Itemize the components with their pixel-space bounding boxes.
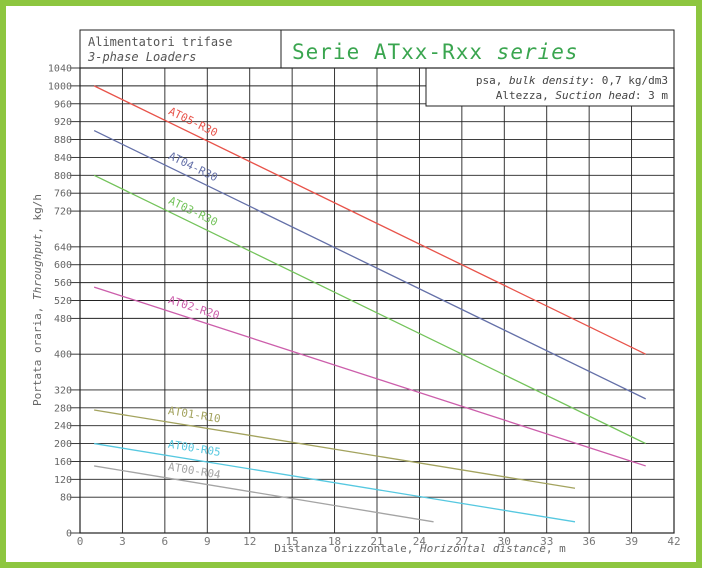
series-labels: AT05-R30AT04-R30AT03-R30AT02-R20AT01-R10… — [166, 105, 222, 482]
series-line-at05-r30 — [93, 85, 646, 355]
y-tick-label: 240 — [54, 421, 72, 432]
tick-labels: 0 3 6 9 12 15 18 21 24 27 30 33 36 39 4208012016020024… — [48, 64, 681, 549]
y-tick-label: 200 — [54, 439, 72, 450]
x-tick-label: 33 — [540, 535, 553, 548]
x-tick-label: 36 — [583, 535, 596, 548]
x-tick-label: 18 — [328, 535, 341, 548]
series-label-at01-r10: AT01-R10 — [167, 404, 221, 425]
y-tick-label: 600 — [54, 260, 72, 271]
series-label-at00-r05: AT00-R05 — [167, 438, 221, 459]
y-tick-label: 520 — [54, 296, 72, 307]
x-tick-label: 42 — [667, 535, 680, 548]
x-tick-label: 0 — [77, 535, 84, 548]
x-axis-label-italic: Horizontal distance — [419, 542, 546, 555]
x-tick-label: 30 — [498, 535, 511, 548]
info-line-1-suffix: : 0,7 kg/dm3 — [589, 74, 668, 87]
info-line-1-prefix: psa, — [476, 74, 503, 87]
big-title: Serie ATxx-Rxx series — [292, 40, 579, 64]
y-tick-label: 640 — [54, 242, 72, 253]
info-line-2: Altezza, Suction head: 3 m — [496, 89, 669, 102]
x-tick-label: 9 — [204, 535, 211, 548]
series-line-at01-r10 — [94, 409, 576, 489]
y-tick-label: 400 — [54, 350, 72, 361]
y-tick-label: 120 — [54, 475, 72, 486]
x-tick-label: 39 — [625, 535, 638, 548]
info-line-2-suffix: : 3 m — [635, 89, 668, 102]
y-tick-label: 800 — [54, 171, 72, 182]
big-title-suffix: series — [497, 40, 579, 64]
y-tick-label: 1000 — [48, 81, 72, 92]
series-line-at02-r20 — [93, 286, 646, 467]
x-tick-label: 3 — [119, 535, 126, 548]
x-tick-label: 12 — [243, 535, 256, 548]
series-lines — [93, 85, 646, 523]
header-box — [79, 29, 675, 69]
info-line-1: psa, bulk density: 0,7 kg/dm3 — [476, 74, 668, 87]
x-tick-label: 27 — [455, 535, 468, 548]
info-line-1-italic: bulk density — [509, 74, 589, 87]
big-title-prefix: Serie ATxx-Rxx — [292, 40, 483, 64]
grid — [70, 67, 675, 534]
x-tick-label: 21 — [370, 535, 383, 548]
info-box — [425, 67, 675, 107]
y-axis-label-italic: Throughput — [31, 233, 44, 300]
y-tick-label: 0 — [66, 529, 72, 540]
title-line-2: 3-phase Loaders — [87, 50, 196, 64]
y-tick-label: 880 — [54, 135, 72, 146]
series-line-at00-r04 — [94, 465, 434, 523]
y-tick-label: 480 — [54, 314, 72, 325]
y-tick-label: 560 — [54, 278, 72, 289]
y-tick-label: 160 — [54, 457, 72, 468]
series-line-at04-r30 — [93, 130, 646, 400]
y-axis-label: Portata oraria, Throughput, kg/h — [31, 194, 44, 406]
y-axis-label-suffix: , kg/h — [31, 194, 44, 234]
y-tick-label: 280 — [54, 403, 72, 414]
y-tick-label: 840 — [54, 153, 72, 164]
x-axis-label-suffix: , m — [546, 542, 566, 555]
y-tick-label: 920 — [54, 117, 72, 128]
y-tick-label: 960 — [54, 99, 72, 110]
y-tick-label: 760 — [54, 189, 72, 200]
info-line-2-prefix: Altezza, — [496, 89, 549, 102]
title-line-1: Alimentatori trifase — [88, 35, 233, 49]
x-tick-label: 6 — [162, 535, 169, 548]
y-axis-label-prefix: Portata oraria, — [31, 307, 44, 406]
plot-border — [79, 67, 675, 534]
x-tick-label: 15 — [286, 535, 299, 548]
x-axis-label-prefix: Distanza orizzontale, — [274, 542, 413, 555]
y-tick-label: 1040 — [48, 64, 72, 75]
x-axis-label: Distanza orizzontale, Horizontal distanc… — [274, 542, 566, 555]
series-line-at03-r30 — [93, 174, 646, 445]
y-tick-label: 80 — [60, 493, 72, 504]
info-line-2-italic: Suction head — [555, 89, 635, 102]
y-tick-label: 720 — [54, 207, 72, 218]
throughput-chart: AT05-R30AT04-R30AT03-R30AT02-R20AT01-R10… — [31, 29, 681, 555]
x-tick-label: 24 — [413, 535, 427, 548]
series-line-at00-r05 — [94, 442, 576, 523]
series-label-at02-r20: AT02-R20 — [167, 293, 221, 322]
y-tick-label: 320 — [54, 385, 72, 396]
